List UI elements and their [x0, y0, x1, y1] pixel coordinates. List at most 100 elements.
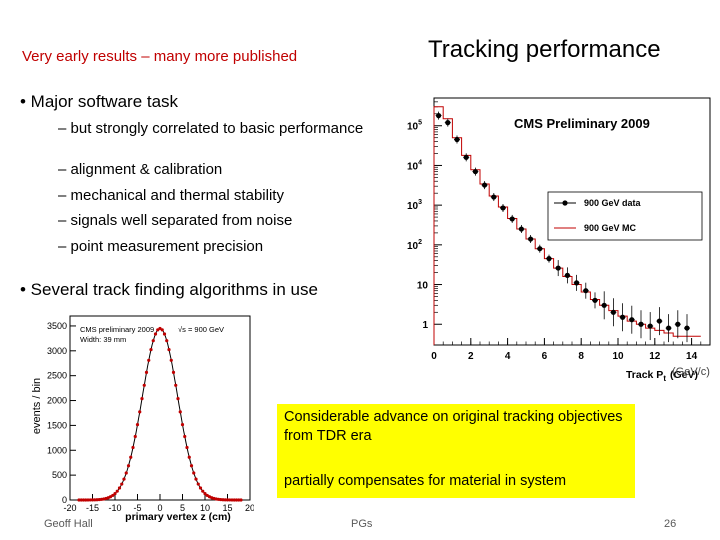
vertex-data-point: [129, 455, 133, 459]
bullet-track-finding: • Several track finding algorithms in us…: [20, 280, 318, 299]
footer-author: Geoff Hall: [44, 518, 93, 530]
data-point: [564, 272, 570, 278]
track-pt-xlabel: Track Pt: [626, 369, 666, 383]
data-point: [491, 194, 497, 200]
vertex-data-point: [140, 397, 144, 401]
vertex-data-point: [144, 370, 149, 374]
vertex-data-point: [111, 493, 115, 498]
vertex-data-point: [228, 498, 232, 502]
list-item: – point measurement precision: [58, 237, 264, 255]
sub-bullet-correlated: – but strongly correlated to basic perfo…: [58, 120, 364, 137]
x-tick-label: 10: [200, 503, 210, 513]
vertex-data-point: [117, 486, 122, 490]
y-tick-label: 1000: [47, 445, 67, 455]
vertex-data-point: [133, 434, 137, 439]
vertex-data-point: [86, 498, 90, 502]
y-tick-label: 0: [62, 495, 67, 505]
track-pt-annotation: CMS Preliminary 2009: [514, 116, 650, 131]
vertex-data-point: [162, 332, 167, 336]
callout-line-2: partially compensates for material in sy…: [284, 473, 567, 489]
data-point: [445, 120, 451, 126]
y-tick-label: 3000: [47, 346, 67, 356]
data-point: [537, 246, 543, 252]
vertex-data-point: [138, 410, 142, 414]
x-tick-label: 0: [157, 503, 162, 513]
x-tick-label: 5: [180, 503, 185, 513]
data-point: [463, 154, 469, 160]
legend-mc-label: 900 GeV MC: [584, 223, 637, 233]
track-pt-xlabel-overlay: (GeV/c): [672, 366, 710, 378]
footer-center: PGs: [351, 518, 373, 530]
vertex-data-point: [79, 498, 83, 502]
vertex-data-point: [124, 471, 128, 475]
x-tick-label: 4: [505, 351, 511, 362]
y-tick-label: 103: [407, 199, 422, 212]
data-point: [629, 317, 635, 323]
list-item: – alignment & calibration: [58, 161, 223, 178]
vertex-data-point: [115, 489, 119, 493]
data-point: [482, 182, 488, 188]
vertex-data-point: [160, 328, 164, 332]
vertex-data-point: [192, 471, 196, 475]
data-point: [610, 309, 616, 315]
data-point: [620, 314, 626, 320]
vertex-data-point: [81, 498, 86, 502]
vertex-data-point: [149, 347, 153, 352]
vertex-data-point: [151, 339, 155, 343]
x-tick-label: -10: [108, 503, 121, 513]
data-point: [528, 236, 534, 242]
data-point: [518, 226, 524, 232]
callout-line-1: Considerable advance on original trackin…: [284, 409, 623, 444]
y-tick-label: 3500: [47, 321, 67, 331]
bullet-major-software-task: • Major software task: [20, 92, 179, 111]
track-pt-xlabel-unit: (GeV): [670, 369, 698, 381]
callout-box: Considerable advance on original trackin…: [277, 404, 635, 498]
y-tick-label: 105: [407, 120, 422, 133]
x-tick-label: -5: [133, 503, 141, 513]
y-tick-label: 500: [52, 470, 67, 480]
vertex-data-point: [237, 498, 241, 502]
vertex-data-point: [196, 482, 200, 486]
vertex-data-point: [232, 498, 236, 502]
vertex-data-point: [169, 358, 173, 362]
y-tick-label: 1500: [47, 420, 67, 430]
vertex-data-point: [183, 434, 187, 439]
x-tick-label: -20: [63, 503, 76, 513]
data-point: [684, 325, 690, 331]
vertex-data-point: [187, 455, 191, 459]
slide-title: Tracking performance: [428, 36, 661, 63]
vertex-data-point: [178, 410, 182, 414]
vertex-data-point: [93, 498, 97, 502]
legend-data-marker: [562, 200, 568, 206]
data-point: [647, 323, 653, 329]
bullet-item-list: – alignment & calibration – mechanical a…: [58, 157, 292, 259]
vertex-data-point: [176, 397, 180, 401]
track-pt-legend: 900 GeV data 900 GeV MC: [547, 191, 703, 241]
vertex-data-point: [198, 486, 203, 490]
x-tick-label: 20: [245, 503, 254, 513]
vertex-z-annotation: CMS preliminary 2009: [80, 325, 154, 334]
data-point: [583, 288, 589, 294]
y-tick-label: 102: [407, 239, 422, 252]
vertex-z-chart: -20 -15 -10 -5 0 5 10 15 20 0 500 1000 1500 2000 2500 3…: [31, 315, 254, 523]
vertex-data-point: [201, 489, 205, 493]
vertex-z-xlabel: primary vertex z (cm): [125, 511, 231, 523]
y-tick-label: 10: [417, 281, 429, 292]
track-pt-chart: 0 2 4 6 8 10 12 14 1 10 102 103 104 105 CMS Prelimina…: [407, 97, 711, 383]
vertex-data-point: [223, 498, 227, 502]
vertex-data-point: [171, 370, 176, 374]
data-point: [666, 325, 672, 331]
vertex-data-point: [194, 477, 198, 481]
vertex-data-point: [147, 358, 151, 362]
data-point: [675, 321, 681, 327]
vertex-data-point: [90, 498, 95, 502]
y-tick-label: 104: [407, 159, 422, 172]
x-tick-label: 0: [431, 351, 437, 362]
vertex-data-point: [203, 491, 207, 496]
x-tick-label: 10: [612, 351, 624, 362]
vertex-z-width: Width: 39 mm: [80, 335, 126, 344]
vertex-data-point: [142, 383, 146, 387]
vertex-data-point: [180, 422, 185, 427]
vertex-data-point: [185, 445, 189, 450]
data-point: [656, 318, 662, 324]
